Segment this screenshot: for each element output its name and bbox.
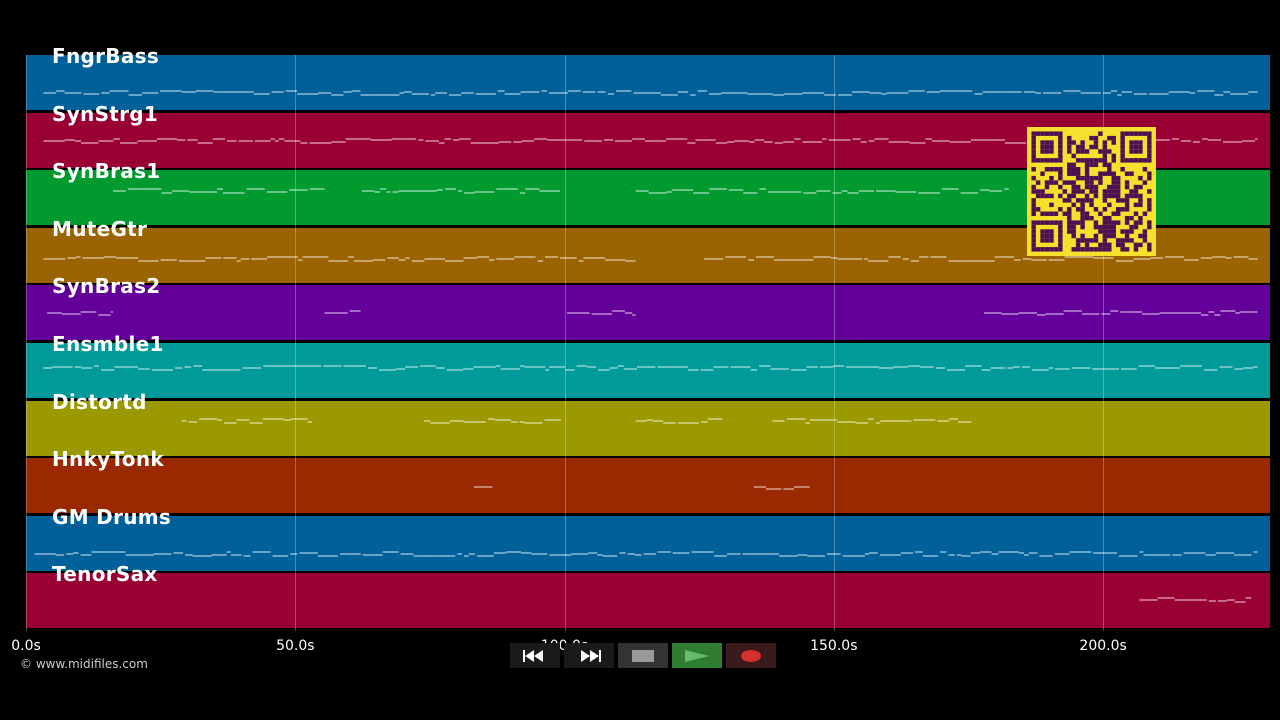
gridline xyxy=(1103,55,1105,631)
track-hnkytonk[interactable]: HnkyTonk xyxy=(26,447,1270,513)
timeline[interactable]: FngrBass SynStrg1 SynBras1 MuteGtr SynBras2 E… xyxy=(26,44,1270,631)
play-button[interactable] xyxy=(672,643,722,668)
track-label: Ensmble1 xyxy=(52,332,164,356)
track-label: FngrBass xyxy=(52,44,160,68)
track-notes xyxy=(43,256,1258,262)
stop-button[interactable] xyxy=(618,643,668,668)
gridline xyxy=(295,55,297,631)
gridline xyxy=(26,55,27,631)
track-distortd[interactable]: Distortd xyxy=(26,390,1270,456)
time-tick-label: 200.0s xyxy=(1079,638,1127,654)
time-tick-label: 0.0s xyxy=(11,638,41,654)
track-notes xyxy=(181,418,972,424)
copyright-text: © www.midifiles.com xyxy=(20,657,148,671)
time-tick-label: 150.0s xyxy=(810,638,858,654)
transport-controls xyxy=(510,643,776,668)
track-notes xyxy=(47,310,1258,316)
fast-forward-icon xyxy=(581,649,601,662)
play-icon xyxy=(685,649,709,662)
track-label: SynBras2 xyxy=(52,274,161,298)
track-label: SynStrg1 xyxy=(52,102,159,126)
track-notes xyxy=(473,486,810,490)
qr-code[interactable] xyxy=(1027,127,1156,256)
rewind-icon xyxy=(523,649,543,662)
record-icon xyxy=(741,649,761,662)
track-notes xyxy=(43,90,1258,96)
track-label: MuteGtr xyxy=(52,217,148,241)
track-mutegtr[interactable]: MuteGtr xyxy=(26,217,1270,283)
record-button[interactable] xyxy=(726,643,776,668)
gridline xyxy=(564,55,566,631)
fast-forward-button[interactable] xyxy=(564,643,614,668)
track-notes xyxy=(43,365,1258,371)
stop-icon xyxy=(632,649,654,662)
track-label: SynBras1 xyxy=(52,159,161,183)
track-tenorsax[interactable]: TenorSax xyxy=(26,562,1270,628)
track-notes xyxy=(113,188,1009,194)
track-label: GM Drums xyxy=(52,505,172,529)
track-label: HnkyTonk xyxy=(52,447,164,471)
track-synbras2[interactable]: SynBras2 xyxy=(26,274,1270,340)
track-gm-drums[interactable]: GM Drums xyxy=(26,505,1270,571)
rewind-button[interactable] xyxy=(510,643,560,668)
time-tick-label: 50.0s xyxy=(276,638,315,654)
track-label: Distortd xyxy=(52,390,147,414)
track-label: TenorSax xyxy=(52,562,158,586)
track-notes xyxy=(1139,597,1252,603)
track-notes xyxy=(43,138,1258,144)
track-notes xyxy=(34,551,1258,557)
track-ensmble1[interactable]: Ensmble1 xyxy=(26,332,1270,398)
track-fngrbass[interactable]: FngrBass xyxy=(26,44,1270,110)
gridline xyxy=(833,55,835,631)
